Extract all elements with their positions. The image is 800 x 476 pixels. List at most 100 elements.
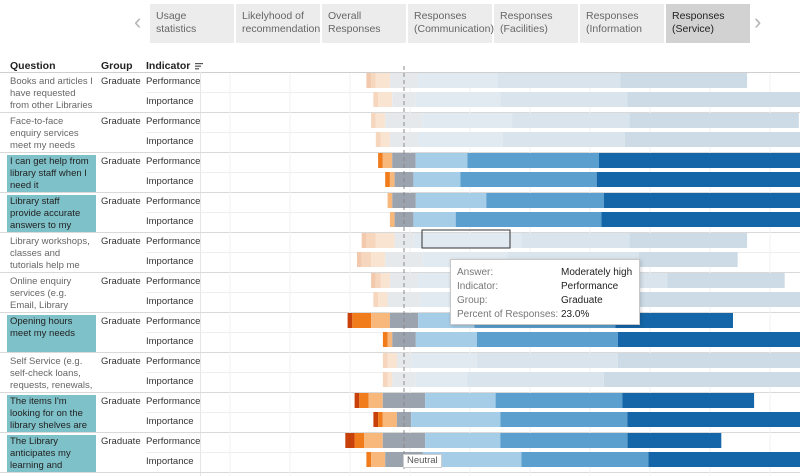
sort-icon[interactable] bbox=[195, 62, 204, 70]
tab-5[interactable]: Responses (Facilities) bbox=[494, 4, 578, 43]
group-cell: Graduate bbox=[101, 196, 141, 207]
bar-segment-performance-7-2 bbox=[387, 353, 397, 368]
bar-segment-importance-8-6 bbox=[627, 412, 800, 427]
bar-segment-performance-1-5 bbox=[512, 113, 630, 128]
tab-2[interactable]: Likelyhood of recommendation bbox=[236, 4, 320, 43]
bar-segment-performance-4-4 bbox=[413, 233, 522, 248]
question-cell[interactable]: I can get help from library staff when I… bbox=[7, 155, 96, 192]
bar-segment-performance-3-4 bbox=[415, 193, 487, 208]
bar-segment-performance-1-6 bbox=[629, 113, 799, 128]
bar-segment-importance-8-1 bbox=[378, 412, 383, 427]
indicator-header-label: Indicator bbox=[146, 60, 191, 72]
bar-segment-performance-7-5 bbox=[476, 353, 618, 368]
group-cell: Graduate bbox=[101, 116, 141, 127]
bar-segment-performance-4-6 bbox=[629, 233, 748, 248]
bar-segment-performance-1-3 bbox=[385, 113, 423, 128]
indicator-performance: Performance bbox=[146, 196, 201, 207]
bar-segment-performance-2-2 bbox=[382, 153, 393, 168]
indicator-performance: Performance bbox=[146, 156, 201, 167]
question-cell[interactable]: The Library anticipates my learning and … bbox=[7, 435, 96, 472]
question-cell[interactable]: Self Service (e.g. self-check loans, req… bbox=[10, 356, 93, 391]
bar-segment-performance-9-5 bbox=[500, 433, 628, 448]
group-cell: Graduate bbox=[101, 76, 141, 87]
bar-segment-importance-6-2 bbox=[387, 332, 393, 347]
chevron-right-icon[interactable]: › bbox=[754, 9, 762, 34]
bar-segment-importance-4-3 bbox=[385, 252, 423, 267]
question-cell[interactable]: The items I'm looking for on the library… bbox=[7, 395, 96, 432]
tooltip-answer-key: Answer: bbox=[457, 267, 494, 278]
question-cell[interactable]: Online enquiry services (e.g. Email, Lib… bbox=[10, 276, 72, 311]
indicator-importance: Importance bbox=[146, 336, 194, 347]
bar-segment-importance-1-2 bbox=[380, 132, 390, 147]
bar-segment-importance-1-1 bbox=[375, 132, 381, 147]
bar-segment-importance-8-2 bbox=[382, 412, 397, 427]
bar-segment-performance-3-6 bbox=[603, 193, 800, 208]
bar-segment-importance-4-0 bbox=[357, 252, 362, 267]
tooltip-percent-key: Percent of Responses: bbox=[457, 309, 559, 320]
bar-segment-performance-0-2 bbox=[375, 73, 390, 88]
bar-segment-importance-4-1 bbox=[361, 252, 372, 267]
bar-segment-performance-1-4 bbox=[422, 113, 513, 128]
bar-segment-importance-1-4 bbox=[418, 132, 503, 147]
bar-segment-importance-9-6 bbox=[648, 452, 800, 467]
bar-segment-performance-4-1 bbox=[366, 233, 376, 248]
hover-highlight bbox=[421, 229, 511, 249]
bar-segment-importance-2-2 bbox=[389, 172, 395, 187]
neutral-axis-label: Neutral bbox=[403, 454, 442, 468]
indicator-importance: Importance bbox=[146, 136, 194, 147]
tab-6[interactable]: Responses (Information bbox=[580, 4, 664, 43]
column-header-indicator[interactable]: Indicator bbox=[146, 60, 204, 72]
bar-segment-performance-2-4 bbox=[415, 153, 468, 168]
indicator-performance: Performance bbox=[146, 276, 201, 287]
tab-4[interactable]: Responses (Communication) bbox=[408, 4, 494, 43]
tab-7[interactable]: Responses (Service) bbox=[666, 4, 750, 43]
bar-segment-performance-2-5 bbox=[467, 153, 599, 168]
question-cell[interactable]: Library staff provide accurate answers t… bbox=[7, 195, 96, 232]
indicator-importance: Importance bbox=[146, 376, 194, 387]
bar-segment-performance-8-4 bbox=[425, 393, 496, 408]
indicator-performance: Performance bbox=[146, 396, 201, 407]
indicator-importance: Importance bbox=[146, 256, 194, 267]
bar-segment-performance-8-5 bbox=[495, 393, 623, 408]
question-cell[interactable]: Opening hours meet my needs bbox=[7, 315, 96, 352]
column-header-question[interactable]: Question bbox=[10, 60, 56, 72]
question-cell[interactable]: Books and articles I have requested from… bbox=[10, 76, 93, 111]
chevron-left-icon[interactable]: ‹ bbox=[134, 9, 142, 34]
column-header-group[interactable]: Group bbox=[101, 60, 133, 72]
tab-1[interactable]: Usage statistics bbox=[150, 4, 234, 43]
bar-segment-importance-7-2 bbox=[387, 372, 393, 387]
bar-segment-performance-4-3 bbox=[394, 233, 414, 248]
bar-segment-performance-5-2 bbox=[380, 273, 390, 288]
indicator-performance: Performance bbox=[146, 76, 201, 87]
bar-segment-performance-5-6 bbox=[667, 273, 785, 288]
table-row: The items I'm looking for on the library… bbox=[0, 393, 800, 433]
bar-segment-performance-0-1 bbox=[371, 73, 376, 88]
indicator-importance: Importance bbox=[146, 176, 194, 187]
bar-segment-importance-1-6 bbox=[624, 132, 800, 147]
tooltip-answer-value: Moderately high bbox=[561, 267, 633, 278]
bar-segment-performance-5-0 bbox=[371, 273, 376, 288]
bar-segment-importance-0-3 bbox=[392, 92, 416, 107]
bar-segment-performance-6-6 bbox=[615, 313, 733, 328]
header-divider bbox=[0, 72, 800, 73]
bar-segment-performance-9-1 bbox=[354, 433, 364, 448]
bar-segment-performance-8-1 bbox=[359, 393, 369, 408]
bar-segment-importance-0-6 bbox=[627, 92, 800, 107]
bar-segment-performance-8-3 bbox=[382, 393, 426, 408]
question-cell[interactable]: Library workshops, classes and tutorials… bbox=[10, 236, 90, 271]
bar-segment-importance-2-6 bbox=[596, 172, 800, 187]
bar-segment-performance-3-5 bbox=[486, 193, 604, 208]
bar-segment-importance-7-1 bbox=[382, 372, 388, 387]
question-cell[interactable]: Face-to-face enquiry services meet my ne… bbox=[10, 116, 79, 151]
tooltip-group-value: Graduate bbox=[561, 295, 603, 306]
bar-segment-performance-7-4 bbox=[411, 353, 477, 368]
bar-segment-importance-9-4 bbox=[422, 452, 522, 467]
tab-3[interactable]: Overall Responses bbox=[322, 4, 406, 43]
bar-segment-performance-2-6 bbox=[599, 153, 800, 168]
indicator-importance: Importance bbox=[146, 216, 194, 227]
bar-segment-importance-8-5 bbox=[500, 412, 628, 427]
bar-segment-importance-0-1 bbox=[373, 92, 379, 107]
bar-segment-importance-6-6 bbox=[617, 332, 800, 347]
bar-segment-performance-5-1 bbox=[375, 273, 381, 288]
bar-segment-performance-4-0 bbox=[361, 233, 367, 248]
